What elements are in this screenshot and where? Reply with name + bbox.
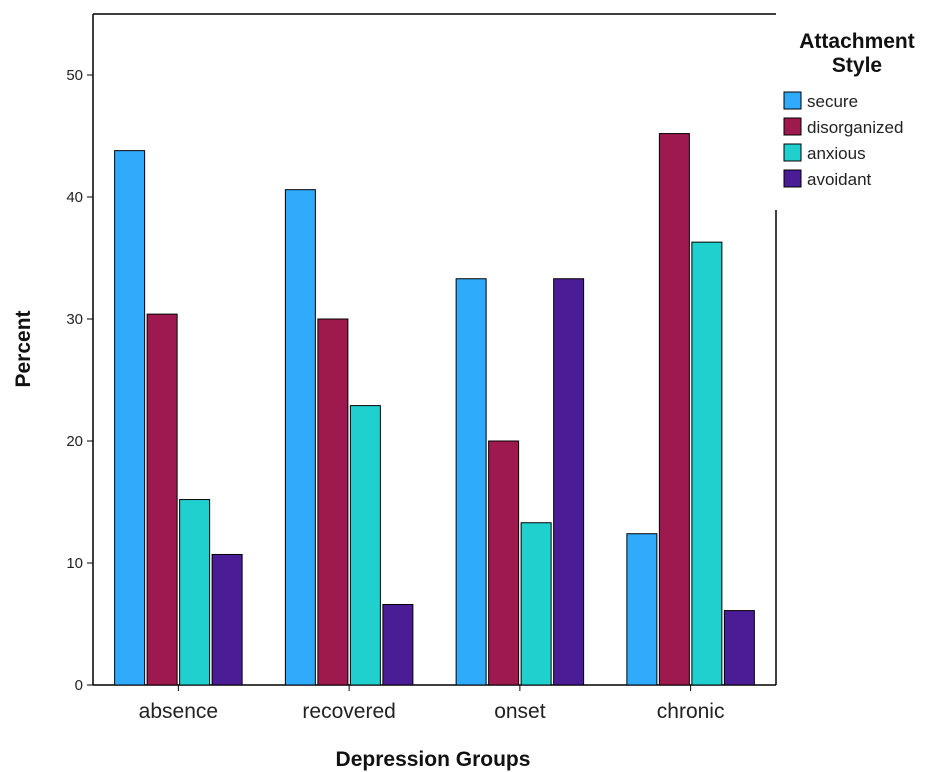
- legend-label-avoidant: avoidant: [807, 170, 872, 189]
- x-tick-label-recovered: recovered: [302, 700, 395, 723]
- legend-background: [776, 18, 936, 210]
- x-axis: absence recovered onset chronic: [139, 685, 725, 723]
- bar-onset-disorganized: [488, 440, 520, 686]
- bar-absence-avoidant: [211, 553, 243, 686]
- x-tick-label-chronic: chronic: [657, 700, 725, 723]
- bar-recovered-anxious: [349, 405, 381, 686]
- bar-absence-secure: [114, 150, 146, 686]
- y-tick-label: 50: [66, 67, 83, 84]
- y-tick-label: 20: [66, 433, 83, 450]
- bar-onset-anxious: [520, 522, 552, 686]
- bar-chronic-anxious: [691, 241, 723, 686]
- y-tick-label: 30: [66, 311, 83, 328]
- bars-group: [114, 133, 755, 686]
- bar-chronic-disorganized: [658, 133, 690, 686]
- legend-swatch-secure: [783, 91, 802, 110]
- bar-absence-disorganized: [146, 313, 178, 686]
- bar-chronic-secure: [626, 533, 658, 686]
- bar-absence-anxious: [179, 499, 211, 686]
- x-tick-label-absence: absence: [139, 700, 218, 723]
- legend-items: secure disorganized anxious avoidant: [783, 91, 903, 189]
- legend-label-disorganized: disorganized: [807, 118, 903, 137]
- bar-onset-avoidant: [553, 278, 585, 686]
- legend-label-secure: secure: [807, 92, 858, 111]
- x-axis-title: Depression Groups: [336, 748, 531, 771]
- y-tick-label: 10: [66, 555, 83, 572]
- legend-label-anxious: anxious: [807, 144, 866, 163]
- bar-recovered-secure: [284, 189, 316, 686]
- y-axis: 0 10 20 30 40 50: [66, 67, 93, 694]
- legend-title-line1: Attachment: [799, 30, 915, 53]
- x-tick-label-onset: onset: [494, 700, 546, 723]
- legend: Attachment Style secure disorganized anxio…: [776, 18, 936, 210]
- bar-recovered-disorganized: [317, 318, 349, 686]
- legend-swatch-avoidant: [783, 169, 802, 188]
- y-tick-label: 0: [75, 677, 83, 694]
- bar-chronic-avoidant: [723, 610, 755, 686]
- legend-title-line2: Style: [832, 54, 882, 77]
- bar-onset-secure: [455, 278, 487, 686]
- legend-swatch-disorganized: [783, 117, 802, 136]
- bar-recovered-avoidant: [382, 603, 414, 686]
- y-axis-title: Percent: [12, 310, 35, 387]
- legend-swatch-anxious: [783, 143, 802, 162]
- y-tick-label: 40: [66, 189, 83, 206]
